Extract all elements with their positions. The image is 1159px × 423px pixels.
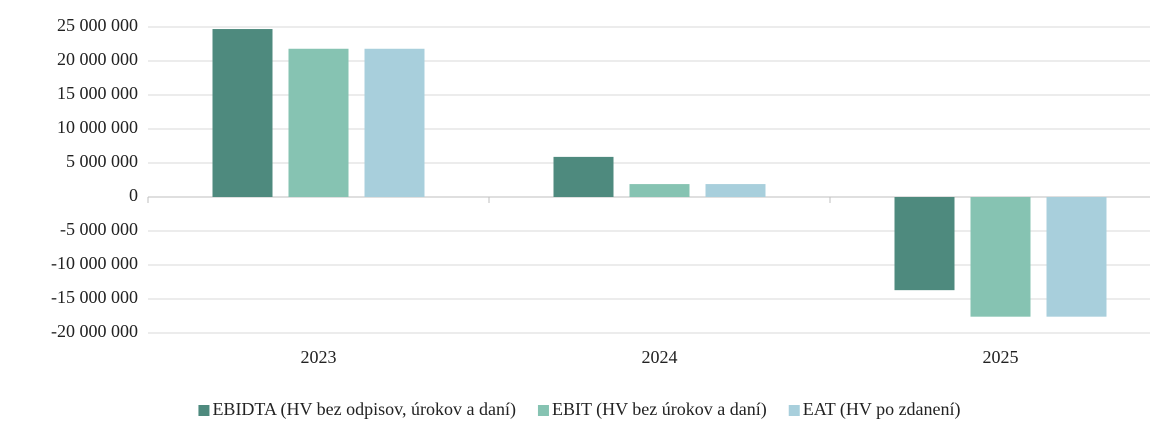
y-tick-label: 10 000 000: [57, 117, 138, 137]
x-tick-label: 2025: [983, 347, 1019, 367]
y-tick-label: 5 000 000: [66, 151, 138, 171]
legend-label: EBIT (HV bez úrokov a daní): [552, 399, 767, 420]
bar: [1046, 197, 1107, 317]
y-tick-label: -10 000 000: [51, 253, 138, 273]
y-tick-label: 25 000 000: [57, 15, 138, 35]
legend-swatch: [537, 405, 549, 416]
y-tick-label: -15 000 000: [51, 287, 138, 307]
y-tick-label: 20 000 000: [57, 49, 138, 69]
bar: [364, 48, 425, 198]
bar: [212, 29, 273, 197]
bar: [553, 156, 614, 197]
legend-swatch: [788, 405, 800, 416]
bar: [970, 197, 1031, 317]
y-tick-label: 0: [129, 185, 138, 205]
legend-label: EAT (HV po zdanení): [803, 399, 961, 420]
bar: [705, 184, 766, 197]
bar: [288, 48, 349, 198]
x-tick-label: 2024: [642, 347, 678, 367]
bar: [894, 197, 955, 291]
y-tick-label: -20 000 000: [51, 321, 138, 341]
bar: [629, 184, 690, 197]
y-tick-label: 15 000 000: [57, 83, 138, 103]
x-tick-label: 2023: [301, 347, 337, 367]
y-tick-label: -5 000 000: [60, 219, 138, 239]
legend-label: EBIDTA (HV bez odpisov, úrokov a daní): [212, 399, 516, 420]
legend-swatch: [198, 405, 210, 416]
